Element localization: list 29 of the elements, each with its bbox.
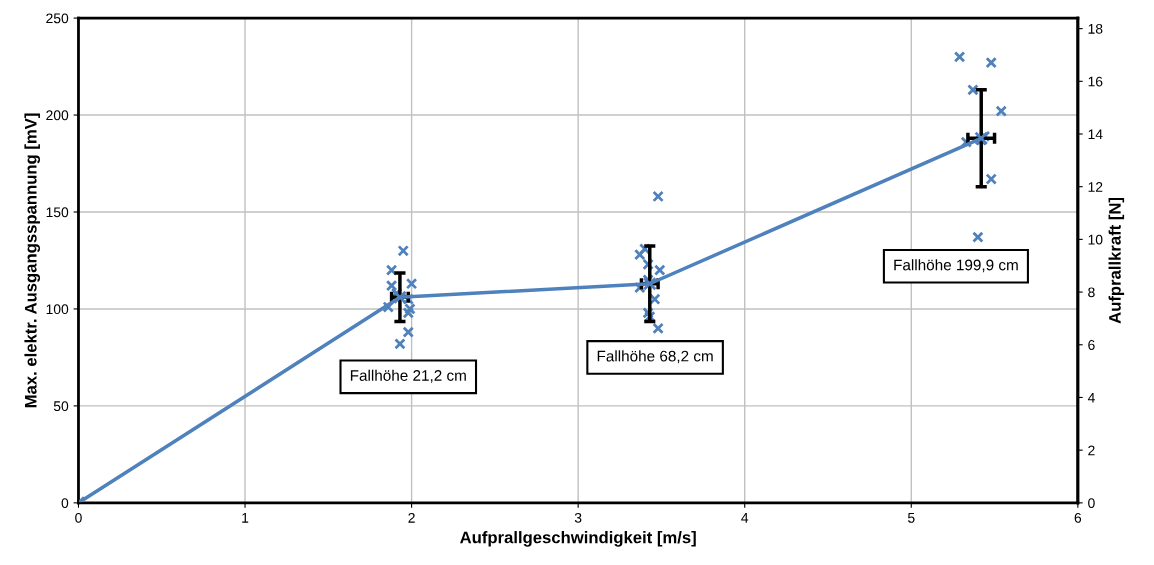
y2-tick-label: 8 [1088,287,1095,298]
y-tick-label: 200 [46,110,69,121]
y2-tick-label: 16 [1088,76,1103,87]
x-axis-title: Aufprallgeschwindigkeit [m/s] [460,531,696,547]
annotation: Fallhöhe 21,2 cm [350,369,466,383]
y-tick-label: 50 [53,401,69,412]
y-tick-label: 100 [46,304,69,315]
y2-tick-label: 0 [1088,498,1095,509]
y-axis-title: Max. elektr. Ausgangsspannung [mV] [24,113,41,408]
x-tick-label: 3 [574,512,582,523]
y2-tick-label: 14 [1088,129,1103,140]
y2-axis-title: Aufprallkraft [N] [1108,197,1125,324]
y2-tick-label: 18 [1088,23,1103,34]
y2-tick-label: 12 [1088,182,1103,192]
x-tick-label: 5 [907,513,915,523]
y-tick-label: 0 [61,498,69,509]
y2-tick-label: 4 [1087,392,1095,403]
annotation: Fallhöhe 199,9 cm [894,259,1018,273]
x-tick-label: 0 [75,512,82,523]
y2-tick-label: 10 [1088,234,1103,245]
x-tick-label: 6 [1074,512,1082,523]
y2-tick-label: 6 [1088,340,1095,350]
x-tick-label: 4 [741,513,749,523]
y2-tick-label: 2 [1088,445,1095,456]
annotation: Fallhöhe 68,2 cm [597,350,713,364]
x-tick-label: 2 [408,512,415,523]
y-tick-label: 250 [46,13,69,24]
y-tick-label: 150 [46,207,69,218]
x-tick-label: 1 [242,513,249,523]
